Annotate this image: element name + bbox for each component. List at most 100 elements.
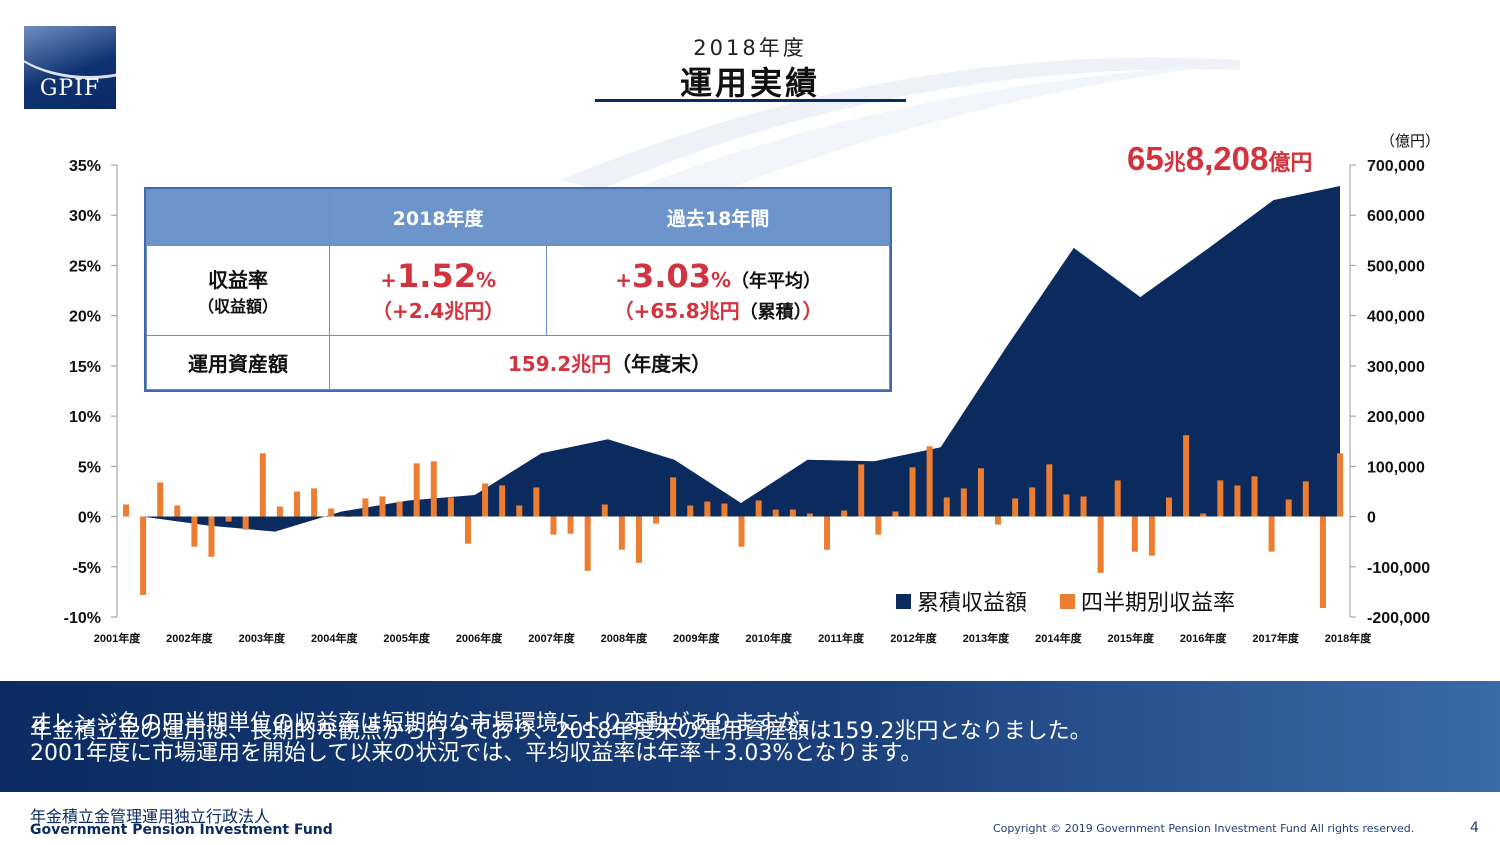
fy2018-return-value: 1.52	[397, 257, 476, 295]
quarterly-bar	[1200, 513, 1207, 517]
page-number: 4	[1470, 820, 1479, 836]
left-tick-label: -5%	[73, 560, 101, 577]
x-tick-label: 2004年度	[311, 631, 358, 645]
left-tick-label: 5%	[78, 459, 101, 476]
summary-cell-fy2018-return: +1.52% （+2.4兆円）	[328, 245, 548, 336]
quarterly-bar	[1148, 516, 1155, 556]
cumulative-total-label: 65兆8,208億円	[1127, 140, 1312, 178]
quarterly-bar	[1285, 499, 1292, 517]
x-tick-label: 2012年度	[890, 631, 937, 645]
quarterly-bar	[533, 487, 540, 517]
x-tick-label: 2016年度	[1180, 631, 1227, 645]
quarterly-bar	[1302, 481, 1309, 517]
quarterly-bar	[1080, 496, 1087, 517]
quarterly-bar	[858, 464, 865, 517]
left-tick-label: 30%	[69, 208, 101, 225]
right-tick-label: -200,000	[1367, 610, 1430, 627]
left-tick-label: 10%	[69, 409, 101, 426]
quarterly-bar	[1234, 485, 1241, 517]
right-tick-label: 0	[1367, 510, 1376, 527]
quarterly-bar	[379, 496, 386, 517]
x-tick-label: 2001年度	[94, 631, 141, 645]
quarterly-bar	[584, 516, 591, 571]
cumulative-area	[142, 185, 1340, 532]
assets-note: （年度末）	[611, 352, 712, 376]
quarterly-bar	[174, 505, 181, 517]
fy2018-return-amount: （+2.4兆円）	[372, 299, 505, 323]
x-tick-label: 2006年度	[456, 631, 503, 645]
quarterly-bar	[123, 504, 129, 517]
left-tick-label: 35%	[69, 158, 101, 175]
quarterly-bar	[1097, 516, 1104, 573]
x-tick-label: 2002年度	[166, 631, 213, 645]
quarterly-bar	[772, 509, 779, 517]
summary-rowhead-assets: 運用資産額	[146, 335, 330, 390]
quarterly-bar	[721, 503, 728, 517]
org-name-jp: 年金積立金管理運用独立行政法人	[30, 807, 271, 826]
18y-return-amount-note: （累積）	[739, 302, 803, 323]
quarterly-bar	[550, 516, 557, 535]
legend-label-quarterly: 四半期別収益率	[1081, 591, 1236, 616]
copyright-text: Copyright © 2019 Government Pension Inve…	[993, 822, 1415, 835]
quarterly-bar	[841, 510, 848, 517]
18y-return-amount-close: ）	[802, 299, 823, 323]
quarterly-bar	[635, 516, 642, 563]
summary-cell-18y-return: +3.03%（年平均） （+65.8兆円（累積））	[546, 245, 890, 336]
quarterly-bar	[653, 516, 660, 524]
quarterly-bar	[516, 505, 523, 517]
assets-value: 159.2兆円	[507, 352, 612, 376]
18y-return-amount: （+65.8兆円	[613, 299, 740, 323]
summary-header-18years: 過去18年間	[546, 189, 890, 246]
x-tick-label: 2009年度	[673, 631, 720, 645]
quarterly-bar	[618, 516, 625, 550]
left-tick-label: 15%	[69, 359, 101, 376]
message-band: オレンジ色の四半期単位の収益率は短期的な市場環境により変動がありますが、 年金積…	[0, 681, 1500, 792]
quarterly-bar	[1319, 516, 1326, 608]
summary-header-blank	[146, 189, 330, 246]
performance-chart: 35% 30% 25% 20% 15% 10% 5% 0% -5% -10% 700,000 600,…	[64, 158, 1431, 645]
x-tick-label: 2008年度	[601, 631, 648, 645]
x-tick-label: 2017年度	[1252, 631, 1299, 645]
quarterly-bar	[806, 513, 813, 517]
x-tick-label: 2013年度	[963, 631, 1010, 645]
total-oku-unit: 億円	[1268, 150, 1313, 175]
quarterly-bar	[242, 516, 249, 530]
quarterly-bar	[1131, 516, 1138, 552]
quarterly-bar	[1166, 497, 1173, 517]
logo-text: GPIF	[39, 76, 101, 101]
quarterly-bar	[670, 477, 677, 517]
quarterly-bar	[755, 500, 762, 517]
quarterly-bar	[447, 497, 454, 517]
band-text-line1: オレンジ色の四半期単位の収益率は短期的な市場環境により変動がありますが、	[30, 711, 822, 736]
quarterly-bar	[1268, 516, 1275, 552]
quarterly-bar	[396, 501, 403, 517]
left-tick-label: 20%	[69, 309, 101, 326]
quarterly-bar	[1114, 480, 1121, 517]
quarterly-bar	[824, 516, 831, 550]
quarterly-bar	[567, 516, 574, 534]
quarterly-bar	[362, 498, 369, 517]
right-tick-label: -100,000	[1367, 560, 1430, 577]
rowhead-return-label: 収益率	[208, 268, 268, 292]
x-tick-label: 2018年度	[1325, 631, 1372, 645]
quarterly-bar	[1063, 494, 1070, 517]
quarterly-bar	[1337, 453, 1343, 517]
quarterly-bar	[687, 505, 694, 517]
quarterly-bar	[892, 511, 899, 517]
quarterly-bar	[259, 453, 266, 517]
quarterly-bar	[943, 497, 950, 517]
right-tick-label: 400,000	[1367, 309, 1425, 326]
quarterly-bar	[328, 508, 335, 517]
quarterly-bar	[1183, 435, 1190, 517]
logo-arc	[24, 26, 116, 79]
quarterly-bar	[738, 516, 745, 547]
quarterly-bar	[960, 488, 967, 517]
quarterly-bar	[926, 446, 933, 517]
quarterly-bar	[345, 516, 352, 518]
x-tick-label: 2005年度	[383, 631, 430, 645]
quarterly-bar	[157, 482, 164, 517]
summary-cell-assets: 159.2兆円（年度末）	[329, 335, 890, 390]
quarterly-bar	[704, 501, 711, 517]
quarterly-bar	[413, 463, 420, 517]
page-title-year: 2018年度	[693, 36, 807, 60]
